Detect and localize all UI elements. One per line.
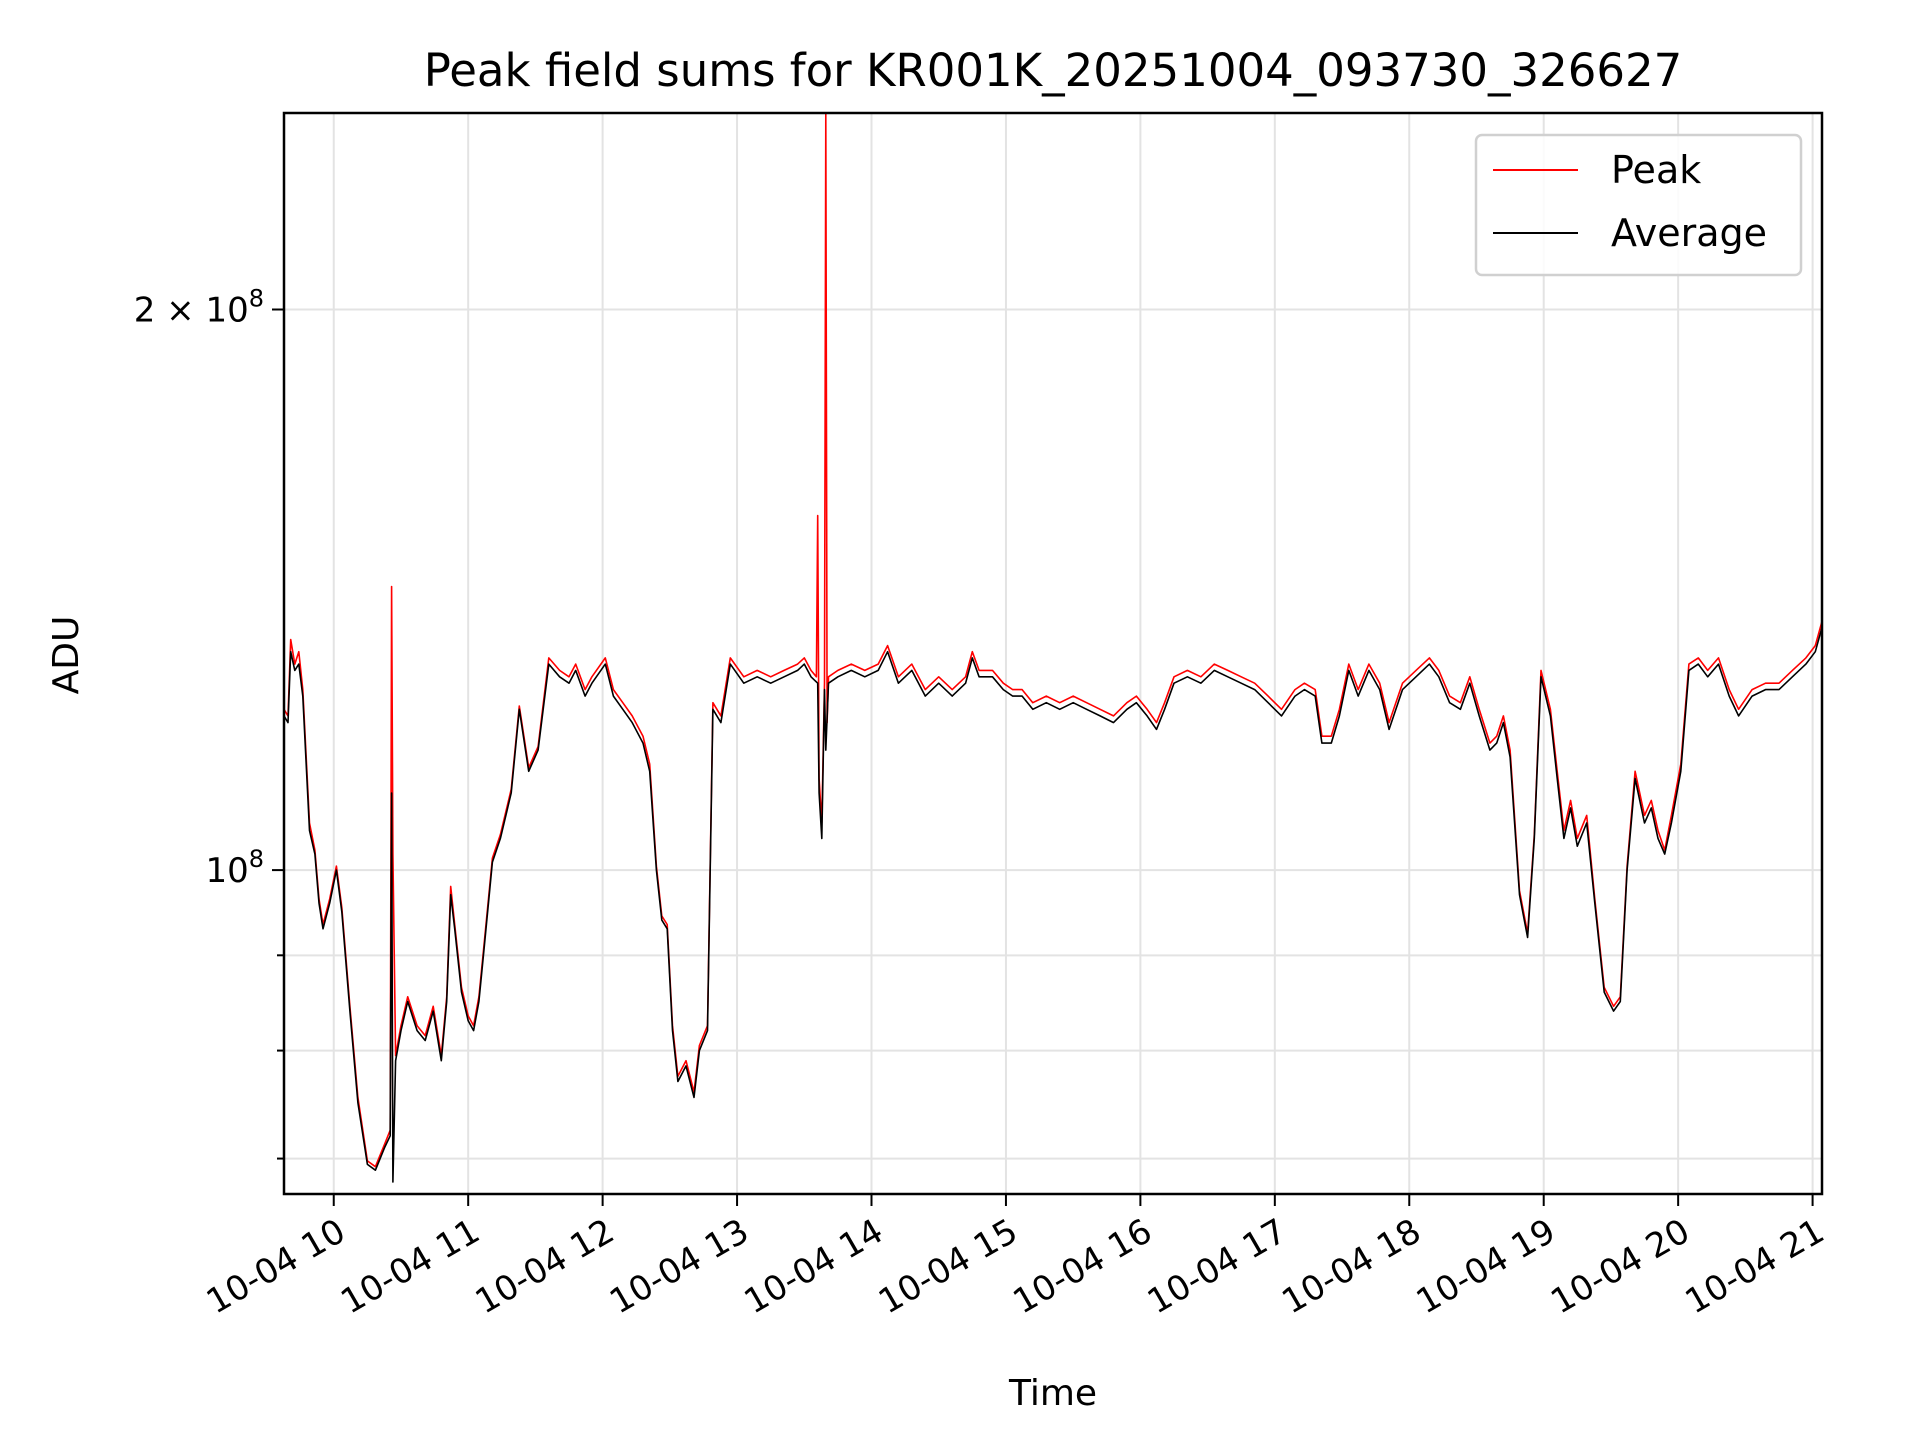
chart-title: Peak field sums for KR001K_20251004_0937… bbox=[424, 44, 1683, 97]
x-axis-label: Time bbox=[1008, 1373, 1097, 1414]
legend-average-label: Average bbox=[1611, 211, 1767, 255]
plot-frame bbox=[282, 111, 1824, 1196]
y-axis-label: ADU bbox=[46, 616, 87, 695]
x-tick-label: 10-04 16 bbox=[1006, 1211, 1158, 1322]
x-tick-label: 10-04 17 bbox=[1141, 1211, 1293, 1322]
x-tick-label: 10-04 13 bbox=[603, 1211, 755, 1322]
legend-peak-label: Peak bbox=[1611, 148, 1701, 192]
y-tick-label: 108 bbox=[205, 845, 264, 891]
x-tick-label: 10-04 15 bbox=[872, 1211, 1024, 1322]
x-tick-label: 10-04 20 bbox=[1544, 1211, 1696, 1322]
x-tick-label: 10-04 14 bbox=[738, 1211, 890, 1322]
x-tick-label: 10-04 12 bbox=[469, 1211, 621, 1322]
series-layer bbox=[284, 113, 1822, 1183]
x-tick-label: 10-04 10 bbox=[200, 1211, 352, 1322]
x-tick-label: 10-04 19 bbox=[1410, 1211, 1562, 1322]
y-tick-label: 2 × 108 bbox=[134, 284, 264, 330]
x-tick-label: 10-04 18 bbox=[1275, 1211, 1427, 1322]
series-line-average bbox=[284, 627, 1822, 1183]
x-tick-label: 10-04 21 bbox=[1679, 1211, 1831, 1322]
legend: Peak Average bbox=[1474, 133, 1803, 277]
grid-layer bbox=[284, 113, 1822, 1194]
x-tick-label: 10-04 11 bbox=[334, 1211, 486, 1322]
